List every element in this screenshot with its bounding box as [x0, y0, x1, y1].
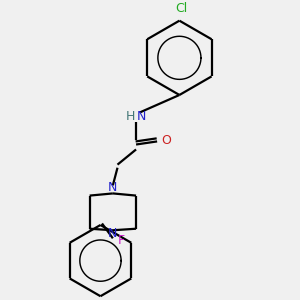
Text: H: H — [126, 110, 135, 123]
Text: O: O — [161, 134, 171, 147]
Text: N: N — [137, 110, 146, 123]
Text: N: N — [108, 226, 118, 240]
Text: N: N — [108, 182, 118, 194]
Text: F: F — [117, 234, 124, 247]
Text: Cl: Cl — [175, 2, 187, 15]
